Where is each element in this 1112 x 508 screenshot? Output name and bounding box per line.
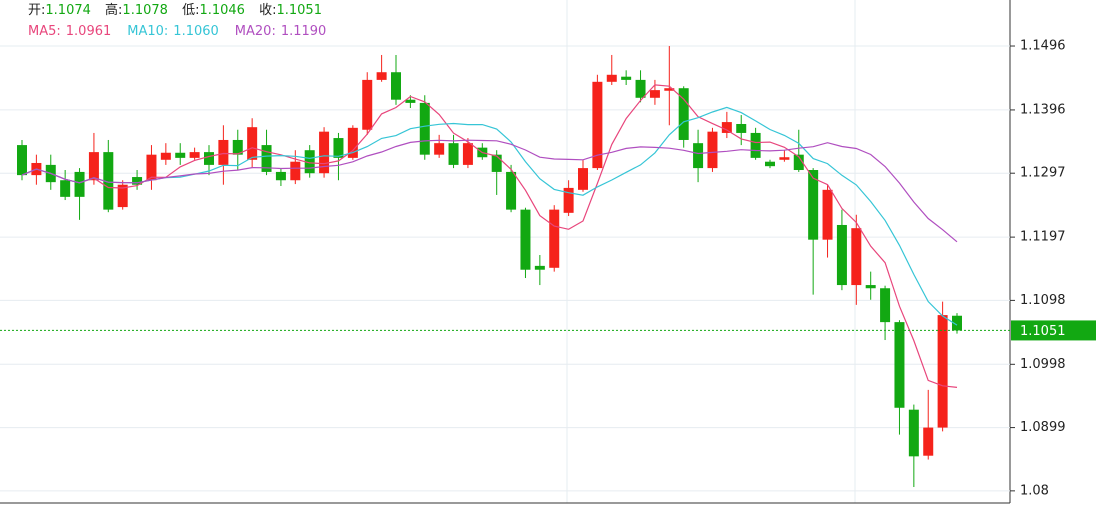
candle-body: [448, 143, 459, 165]
candle-body: [362, 79, 373, 130]
candle-body: [693, 143, 704, 169]
ohlc-label: 低:: [182, 3, 199, 18]
ohlc-value: 1.1046: [199, 3, 245, 18]
candle-body: [419, 102, 430, 155]
ohlc-label: 开:: [28, 3, 45, 18]
candle-body: [333, 138, 344, 158]
candle-body: [405, 99, 416, 103]
candle-body: [664, 88, 675, 91]
ma-line: [21, 106, 958, 326]
candle-body: [894, 322, 905, 408]
ma-name: MA10:: [127, 24, 168, 39]
candle-body: [822, 189, 833, 240]
candle-body: [189, 152, 200, 158]
y-tick-label: 1.0899: [1020, 420, 1066, 435]
candle-body: [534, 265, 545, 270]
ma-value: 1.0961: [66, 24, 112, 39]
ma-name: MA20:: [235, 24, 276, 39]
candle-body: [391, 72, 401, 100]
candle-body: [88, 152, 99, 181]
candle-body: [865, 285, 876, 289]
y-tick-label: 1.0998: [1020, 357, 1066, 372]
candle-body: [765, 161, 775, 167]
candle-body: [836, 224, 847, 286]
candle-body: [434, 143, 445, 155]
candle-body: [74, 171, 85, 197]
candle-body: [304, 150, 315, 174]
candle-body: [132, 177, 143, 185]
candle-body: [549, 209, 560, 268]
candle-body: [462, 143, 473, 165]
candle-body: [793, 154, 804, 171]
candle-body: [290, 161, 301, 181]
y-tick-label: 1.1396: [1020, 102, 1066, 117]
last-price-box: [1011, 320, 1096, 341]
y-tick-label: 1.1197: [1020, 230, 1066, 245]
candle-body: [17, 145, 27, 176]
candle-body: [117, 184, 128, 208]
candle-body: [103, 152, 114, 210]
axis: 1.1496 1.1396 1.1297 1.1197 1.1098 1.0998 1.08…: [1010, 39, 1096, 498]
candle-body: [779, 157, 790, 160]
candle-body: [908, 409, 919, 457]
ma-legend: MA5: 1.0961 MA10: 1.1060 MA20: 1.1190: [28, 24, 326, 39]
ma-line: [21, 84, 958, 388]
candle-body: [261, 145, 272, 172]
y-tick-label: 1.1098: [1020, 293, 1066, 308]
candle-body: [60, 180, 71, 197]
candle-body: [937, 315, 948, 428]
candle-body: [563, 187, 574, 213]
candle-body: [160, 152, 171, 160]
candle-body: [491, 154, 502, 172]
candle-body: [621, 76, 632, 80]
candle-body: [247, 127, 258, 160]
candle-body: [808, 170, 819, 240]
candle-body: [520, 209, 531, 270]
candle-body: [506, 171, 517, 210]
candle-body: [175, 152, 186, 158]
ohlc-header: 开:1.1074 高:1.1078 低:1.1046 收:1.1051: [28, 2, 322, 18]
ohlc-label: 高:: [105, 2, 122, 18]
candle-body: [376, 72, 387, 80]
ohlc-value: 1.1051: [276, 3, 322, 18]
last-price-label: 1.1051: [1020, 324, 1066, 339]
candle-body: [750, 132, 761, 158]
y-tick-label: 1.1297: [1020, 166, 1066, 181]
grid: [0, 45, 1010, 492]
candle-body: [649, 90, 660, 98]
candle-body: [578, 168, 588, 190]
ma-name: MA5:: [28, 24, 61, 39]
y-tick-label: 1.08: [1020, 483, 1049, 498]
candle-body: [592, 81, 603, 169]
ohlc-value: 1.1078: [122, 3, 168, 18]
marks: [0, 46, 1010, 488]
candle-body: [319, 131, 330, 174]
candle-body: [232, 139, 243, 155]
ma-value: 1.1060: [173, 24, 219, 39]
candle-body: [952, 315, 962, 331]
candle-body: [218, 139, 229, 165]
candle-body: [707, 131, 718, 169]
candle-body: [923, 427, 934, 456]
candle-body: [204, 152, 214, 165]
candle-body: [347, 127, 358, 158]
ma-value: 1.1190: [281, 24, 327, 39]
candle-body: [146, 154, 157, 181]
ma-line: [21, 139, 958, 243]
ohlc-label: 收:: [259, 3, 276, 18]
candle-body: [678, 88, 689, 140]
y-tick-label: 1.1496: [1020, 39, 1066, 54]
candle-body: [880, 288, 891, 323]
candle-body: [736, 123, 747, 133]
candle-body: [721, 122, 732, 133]
candle-body: [851, 228, 862, 286]
ohlc-value: 1.1074: [45, 3, 91, 18]
candle-body: [606, 74, 617, 82]
candle-body: [635, 79, 646, 98]
candle-body: [275, 171, 286, 181]
